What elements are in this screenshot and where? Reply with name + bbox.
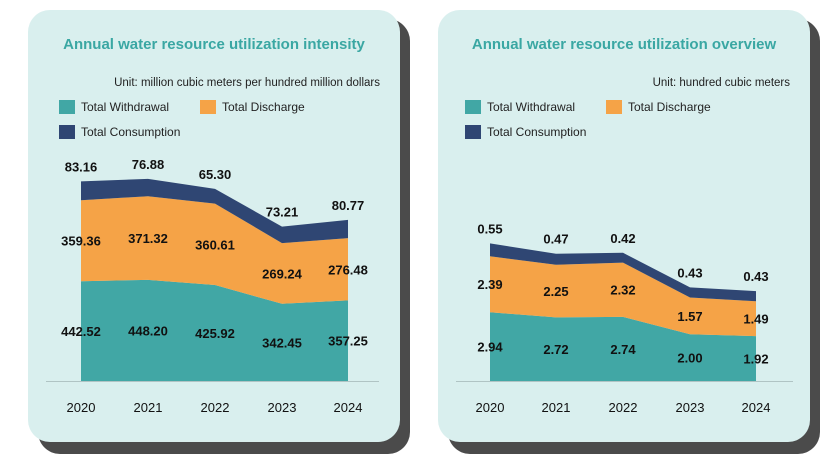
- stacked-area-chart: 442.52 448.20 425.92 342.45 357.25 359.36 371.…: [46, 157, 379, 415]
- x-tick-label: 2022: [609, 400, 638, 415]
- data-label-discharge: 2.25: [543, 284, 568, 299]
- data-label-discharge: 360.61: [195, 237, 235, 252]
- data-label-consumption: 0.42: [610, 231, 635, 246]
- x-tick-label: 2024: [334, 400, 363, 415]
- legend-label: Total Consumption: [81, 125, 181, 139]
- data-label-consumption: 83.16: [65, 159, 98, 174]
- legend-label: Total Discharge: [222, 100, 305, 114]
- data-label-consumption: 0.55: [477, 221, 502, 236]
- legend-swatch-withdrawal: [59, 100, 75, 114]
- data-label-consumption: 0.43: [677, 265, 702, 280]
- legend-swatch-consumption: [59, 125, 75, 139]
- area-consumption: [81, 178, 348, 244]
- x-tick-label: 2021: [134, 400, 163, 415]
- x-tick-label: 2024: [742, 400, 771, 415]
- data-label-withdrawal: 342.45: [262, 335, 302, 350]
- data-label-withdrawal: 2.72: [543, 342, 568, 357]
- x-tick-label: 2023: [268, 400, 297, 415]
- data-label-consumption: 0.43: [743, 269, 768, 284]
- x-tick-label: 2022: [201, 400, 230, 415]
- legend-swatch-discharge: [606, 100, 622, 114]
- chart-card-intensity: Annual water resource utilization intens…: [28, 10, 400, 442]
- data-label-withdrawal: 425.92: [195, 326, 235, 341]
- area-consumption: [490, 243, 756, 302]
- area-withdrawal: [81, 279, 348, 381]
- area-withdrawal: [490, 312, 756, 381]
- legend-swatch-discharge: [200, 100, 216, 114]
- chart-unit: Unit: hundred cubic meters: [652, 77, 790, 89]
- data-label-consumption: 80.77: [332, 198, 365, 213]
- legend-item-withdrawal: Total Withdrawal: [59, 99, 169, 115]
- data-label-discharge: 269.24: [262, 266, 303, 281]
- x-tick-label: 2020: [476, 400, 505, 415]
- legend-swatch-withdrawal: [465, 100, 481, 114]
- legend-label: Total Withdrawal: [81, 100, 170, 114]
- legend-item-discharge: Total Discharge: [200, 99, 305, 115]
- data-label-withdrawal: 1.92: [743, 352, 768, 367]
- data-label-withdrawal: 2.94: [477, 340, 503, 355]
- data-label-discharge: 276.48: [328, 262, 368, 277]
- x-tick-label: 2021: [542, 400, 571, 415]
- data-label-consumption: 65.30: [199, 167, 232, 182]
- x-tick-label: 2023: [676, 400, 705, 415]
- data-label-withdrawal: 357.25: [328, 334, 368, 349]
- data-label-discharge: 1.49: [743, 312, 768, 327]
- data-label-discharge: 371.32: [128, 231, 168, 246]
- area-discharge: [81, 196, 348, 304]
- data-label-withdrawal: 448.20: [128, 324, 168, 339]
- chart-title: Annual water resource utilization intens…: [63, 36, 365, 53]
- data-label-withdrawal: 2.00: [677, 351, 702, 366]
- legend-item-consumption: Total Consumption: [59, 124, 180, 140]
- data-label-withdrawal: 442.52: [61, 324, 101, 339]
- legend-label: Total Withdrawal: [487, 100, 576, 114]
- legend-swatch-consumption: [465, 125, 481, 139]
- x-tick-label: 2020: [67, 400, 96, 415]
- legend-label: Total Consumption: [487, 125, 587, 139]
- chart-title: Annual water resource utilization overvi…: [471, 36, 777, 53]
- legend-item-withdrawal: Total Withdrawal: [465, 99, 575, 115]
- data-label-consumption: 73.21: [266, 205, 299, 220]
- area-discharge: [490, 256, 756, 337]
- stacked-area-chart: 2.94 2.72 2.74 2.00 1.92 2.39 2.25 2.32 1.57 1.49…: [456, 221, 793, 415]
- data-label-discharge: 359.36: [61, 234, 101, 249]
- data-label-consumption: 76.88: [132, 157, 165, 172]
- chart-unit: Unit: million cubic meters per hundred m…: [114, 77, 380, 89]
- data-label-withdrawal: 2.74: [610, 342, 636, 357]
- data-label-discharge: 2.32: [610, 283, 635, 298]
- legend-item-discharge: Total Discharge: [606, 99, 711, 115]
- data-label-discharge: 2.39: [477, 277, 502, 292]
- legend-label: Total Discharge: [628, 100, 711, 114]
- data-label-consumption: 0.47: [543, 232, 568, 247]
- legend-item-consumption: Total Consumption: [465, 124, 586, 140]
- data-label-discharge: 1.57: [677, 309, 702, 324]
- chart-card-overview: Annual water resource utilization overvi…: [438, 10, 810, 442]
